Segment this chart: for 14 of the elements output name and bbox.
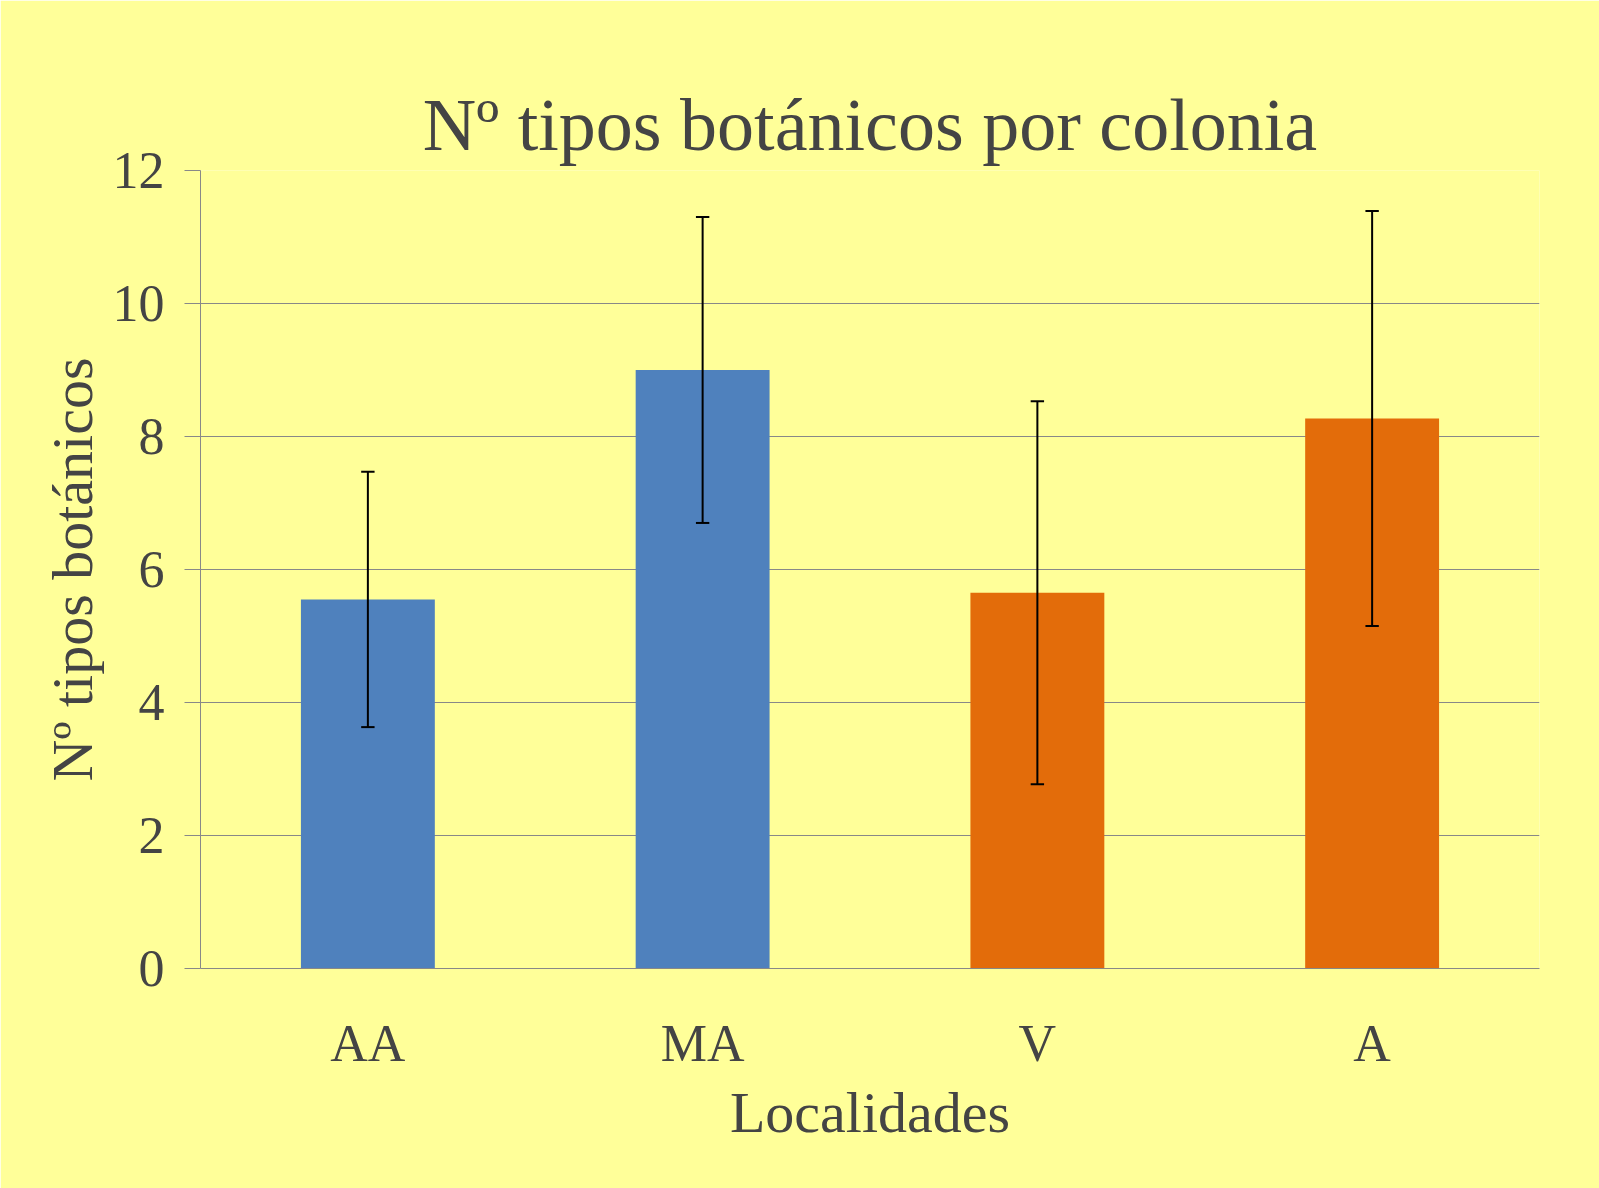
x-tick-label: V [1018, 1014, 1057, 1072]
chart-title: Nº tipos botánicos por colonia [422, 83, 1318, 166]
y-tick-label: 6 [138, 541, 165, 598]
y-tick-label: 8 [138, 408, 165, 465]
x-axis-title: Localidades [729, 1079, 1011, 1145]
y-tick-label: 2 [138, 807, 165, 864]
y-tick-label: 4 [138, 674, 165, 731]
x-tick-label: A [1353, 1014, 1392, 1072]
y-tick-label: 12 [112, 142, 165, 199]
x-tick-label: AA [330, 1014, 406, 1072]
x-tick-label: MA [660, 1014, 745, 1072]
y-tick-label: 10 [112, 275, 165, 332]
y-tick-label: 0 [138, 940, 165, 997]
y-axis-title: Nº tipos botánicos [39, 357, 105, 782]
